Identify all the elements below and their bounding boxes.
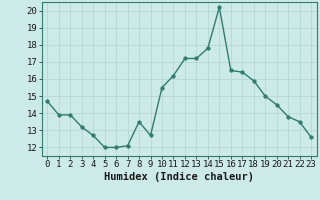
X-axis label: Humidex (Indice chaleur): Humidex (Indice chaleur) [104,172,254,182]
